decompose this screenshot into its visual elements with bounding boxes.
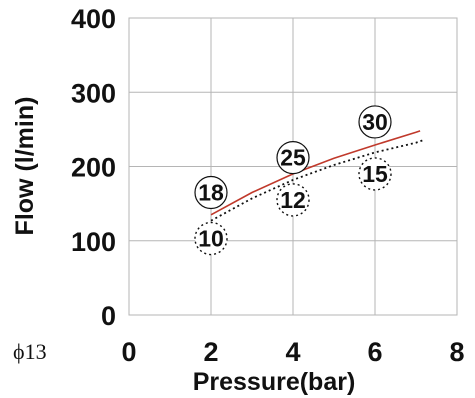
point-label: 12: [280, 187, 306, 213]
x-tick-label: 8: [449, 337, 464, 367]
y-tick-label: 300: [71, 78, 116, 108]
y-tick-label: 400: [71, 4, 116, 34]
x-tick-label: 2: [203, 337, 218, 367]
point-label-circle: [358, 157, 392, 191]
series-layer: [210, 130, 425, 222]
y-tick-label: 0: [101, 301, 116, 331]
plot-frame: [128, 17, 458, 316]
x-tick-label: 4: [285, 337, 300, 367]
point-label-circle: [276, 183, 310, 217]
tick-labels: 0 2 4 6 8 0 100 200 300 400: [71, 4, 465, 367]
point-label: 15: [362, 161, 388, 187]
y-tick-label: 200: [71, 153, 116, 183]
diameter-note: ϕ13: [13, 339, 47, 364]
x-tick-label: 6: [367, 337, 382, 367]
solid-flow-line: [210, 130, 421, 216]
y-axis-title: Flow (l/min): [11, 97, 39, 236]
x-tick-label: 0: [121, 337, 136, 367]
point-label: 18: [198, 179, 224, 205]
point-label-circle: [276, 140, 310, 175]
dotted-flow-line: [210, 138, 425, 222]
point-labels-layer: 18 10 25 12 30 15: [194, 105, 392, 256]
y-tick-label: 100: [71, 227, 116, 257]
x-axis-title: Pressure(bar): [193, 368, 356, 396]
point-label: 30: [362, 109, 388, 135]
point-label: 10: [198, 226, 224, 252]
point-label-circle: [358, 105, 392, 139]
point-label-circle: [194, 175, 228, 210]
point-label: 25: [280, 145, 306, 171]
point-label-circle: [194, 221, 228, 256]
